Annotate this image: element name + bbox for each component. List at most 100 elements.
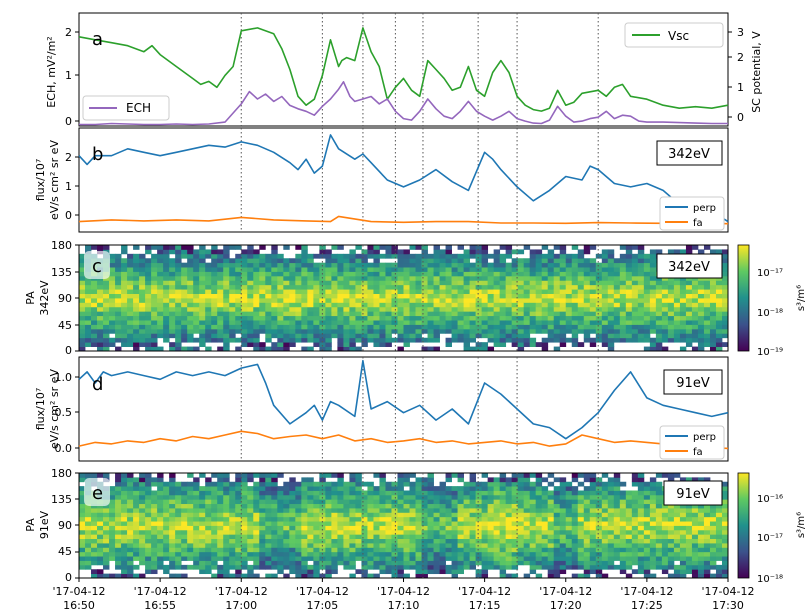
heat-cell [559, 311, 567, 317]
heat-cell [577, 543, 585, 548]
heat-cell [379, 516, 386, 522]
heat-cell [175, 512, 182, 518]
heat-cell [499, 289, 507, 294]
heat-cell [457, 494, 464, 500]
heat-cell [379, 481, 386, 487]
heat-cell [469, 560, 477, 566]
heat-cell [541, 298, 549, 303]
heat-cell [517, 503, 525, 509]
heat-cell [391, 289, 398, 294]
heat-cell [511, 512, 519, 518]
heat-cell [247, 289, 254, 294]
heat-cell [157, 512, 164, 518]
heat-cell [175, 525, 182, 531]
heat-cell [475, 503, 483, 509]
heat-cell [157, 508, 164, 513]
heat-cell [481, 534, 489, 540]
heat-cell [313, 525, 320, 531]
heat-cell [127, 573, 134, 579]
heat-cell [217, 551, 224, 557]
heat-cell [349, 551, 356, 557]
heat-cell [361, 245, 367, 250]
heat-cell [445, 320, 452, 325]
heat-cell [685, 324, 693, 330]
heat-cell [523, 311, 531, 317]
heat-cell [301, 289, 308, 294]
heat-cell [505, 556, 513, 561]
heat-cell [451, 328, 458, 334]
heat-cell [445, 499, 452, 505]
heat-cell [115, 306, 122, 312]
heat-cell [265, 315, 272, 321]
heat-cell [211, 538, 218, 544]
heat-cell [271, 302, 278, 308]
heat-cell [535, 315, 543, 321]
heat-cell [493, 508, 501, 513]
heat-cell [427, 320, 434, 325]
heat-cell [181, 298, 188, 303]
heat-cell [241, 516, 248, 522]
heat-cell [427, 324, 434, 330]
heat-cell [559, 486, 567, 491]
heat-cell [493, 324, 501, 330]
heat-cell [715, 302, 723, 308]
heat-cell [469, 298, 477, 303]
heat-cell [457, 333, 464, 339]
heat-cell [457, 275, 464, 281]
heat-cell [541, 538, 549, 544]
heat-cell [499, 499, 507, 505]
heat-cell [271, 346, 278, 352]
heat-cell [391, 249, 398, 255]
heat-cell [523, 298, 531, 303]
heat-cell [97, 337, 104, 343]
heat-cell [523, 324, 531, 330]
heat-cell [602, 245, 608, 250]
heat-cell [481, 306, 489, 312]
heat-cell [391, 538, 398, 544]
heat-cell [145, 564, 152, 570]
heat-cell [235, 245, 242, 250]
heat-cell [85, 328, 92, 334]
heat-cell [313, 342, 320, 347]
heat-cell [643, 556, 651, 561]
heat-cell [583, 328, 591, 334]
heat-cell [511, 315, 519, 321]
heat-cell [529, 324, 537, 330]
panel-b-legend-perp: perp [693, 203, 716, 214]
heat-cell [487, 538, 495, 544]
heat-cell [433, 556, 440, 561]
heat-cell [109, 315, 116, 321]
heat-cell [337, 346, 344, 352]
heat-cell [373, 249, 380, 255]
heat-cell [379, 534, 386, 540]
heat-cell [397, 508, 404, 513]
heat-cell [565, 320, 573, 325]
heat-cell [373, 525, 380, 531]
heat-cell [355, 267, 362, 272]
heat-cell [457, 245, 464, 250]
heat-cell [289, 499, 296, 505]
heat-cell [553, 302, 561, 308]
heat-cell [121, 547, 128, 553]
heat-cell [367, 564, 374, 570]
heat-cell [217, 547, 224, 553]
heat-cell [217, 258, 224, 264]
heat-cell [667, 337, 675, 343]
heat-cell [613, 547, 621, 553]
heat-cell [637, 543, 645, 548]
heat-cell [541, 293, 549, 299]
heat-cell [481, 573, 489, 579]
heat-cell [439, 508, 446, 513]
heat-cell [253, 337, 260, 343]
heat-cell [451, 486, 458, 491]
heat-cell [649, 525, 657, 531]
heat-cell [421, 306, 428, 312]
heat-cell [115, 249, 121, 254]
heat-cell [253, 298, 260, 303]
heat-cell [85, 342, 92, 347]
heat-cell [673, 337, 681, 343]
heat-cell [590, 249, 596, 254]
heat-cell [433, 508, 440, 513]
heat-cell [169, 254, 175, 259]
heat-cell [85, 551, 92, 557]
